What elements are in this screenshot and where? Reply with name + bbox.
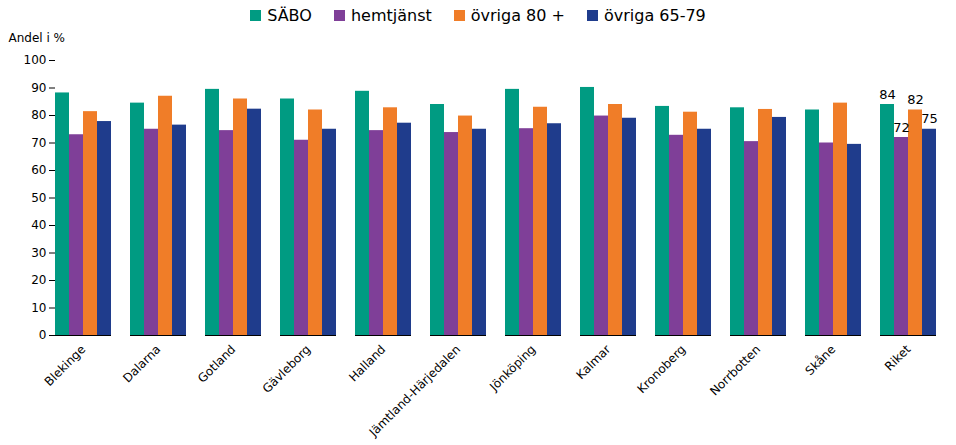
svg-text:Riket: Riket	[882, 342, 914, 374]
svg-text:90: 90	[31, 81, 46, 95]
svg-text:84: 84	[879, 87, 896, 102]
svg-text:100: 100	[24, 53, 47, 67]
svg-text:82: 82	[907, 92, 924, 107]
svg-text:Halland: Halland	[346, 342, 388, 384]
svg-text:Jämtland-Härjedalen: Jämtland-Härjedalen	[366, 342, 463, 439]
svg-text:Dalarna: Dalarna	[120, 342, 163, 385]
svg-text:60: 60	[31, 163, 46, 177]
html-text:övriga 65-79: övriga 65-79	[603, 5, 706, 25]
svg-text:Gotland: Gotland	[195, 342, 238, 385]
svg-text:50: 50	[31, 191, 46, 205]
html-text:SÄBO: SÄBO	[267, 5, 312, 25]
html-text:hemtjänst: hemtjänst	[350, 5, 432, 25]
svg-text:30: 30	[31, 246, 46, 260]
svg-text:Gävleborg: Gävleborg	[260, 342, 314, 396]
svg-text:70: 70	[31, 136, 46, 150]
svg-text:Kronoberg: Kronoberg	[634, 342, 688, 396]
svg-text:Jönköping: Jönköping	[486, 342, 538, 394]
svg-text:20: 20	[31, 273, 46, 287]
svg-text:Kalmar: Kalmar	[574, 342, 614, 382]
svg-text:0: 0	[39, 328, 47, 342]
svg-text:Norrbotten: Norrbotten	[707, 342, 763, 398]
svg-text:Skåne: Skåne	[802, 342, 838, 378]
svg-text:72: 72	[893, 120, 910, 135]
html-text:övriga 80 +: övriga 80 +	[470, 5, 565, 25]
svg-text:40: 40	[31, 218, 46, 232]
svg-text:80: 80	[31, 108, 46, 122]
svg-text:Andel i %: Andel i %	[9, 31, 66, 45]
svg-text:75: 75	[921, 111, 938, 126]
svg-text:Blekinge: Blekinge	[42, 342, 89, 389]
svg-text:10: 10	[31, 301, 46, 315]
